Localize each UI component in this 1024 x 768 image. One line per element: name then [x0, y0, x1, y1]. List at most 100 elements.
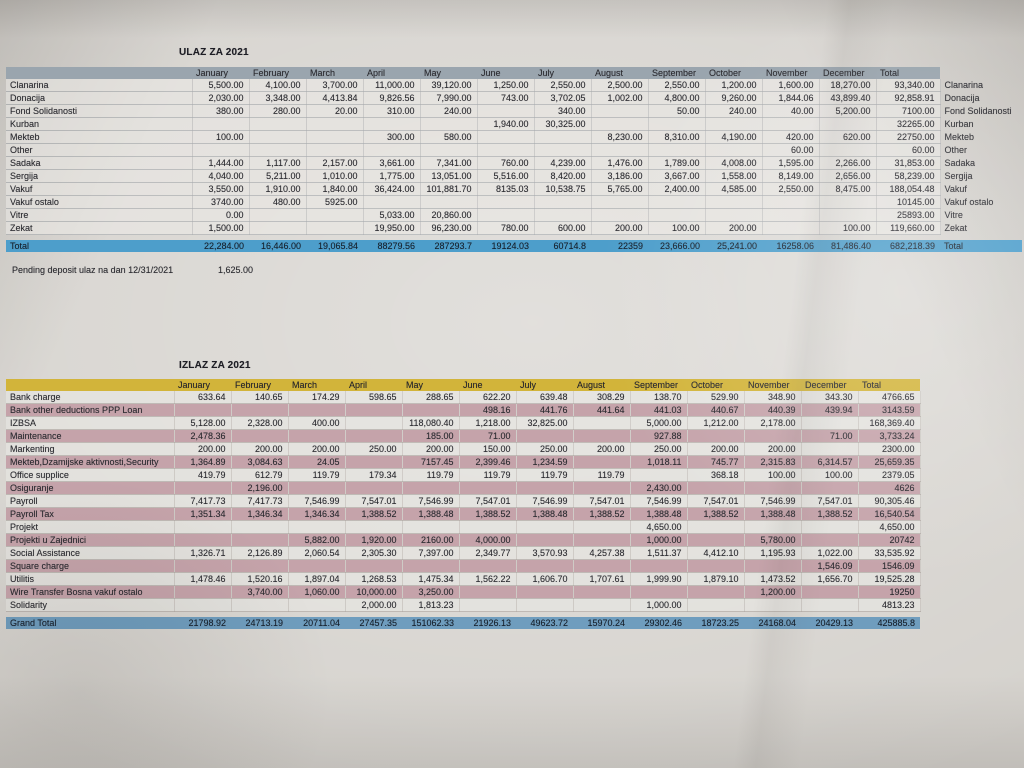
row-label-right: Sergija — [944, 171, 973, 181]
month-value-cell: 3,740.00 — [231, 585, 289, 599]
month-value-cell: 288.65 — [402, 391, 460, 404]
month-value-cell: 1,444.00 — [192, 156, 250, 170]
column-header-month: January — [192, 67, 249, 79]
month-value-cell — [801, 520, 859, 534]
month-value-cell: 1,326.71 — [174, 546, 232, 560]
month-value-cell: 185.00 — [402, 429, 460, 443]
month-value-cell — [402, 403, 460, 417]
row-label: Square charge — [6, 559, 175, 573]
month-value-cell: 1,000.00 — [630, 533, 688, 547]
month-value-cell: 7,547.01 — [687, 494, 745, 508]
month-value-cell: 0.00 — [192, 208, 250, 222]
month-value-cell — [705, 117, 763, 131]
month-value-cell: 7,546.99 — [744, 494, 802, 508]
table-row: Fond Solidanosti 380.00 280.00 20.00 310.00 2… — [6, 104, 1022, 118]
row-label: Bank charge — [6, 391, 175, 404]
column-header-month: April — [345, 379, 402, 391]
month-value-cell: 3,186.00 — [591, 169, 649, 183]
row-label: Bank other deductions PPP Loan — [6, 403, 175, 417]
month-value-cell: 3,084.63 — [231, 455, 289, 469]
row-label: Projekt — [6, 520, 175, 534]
month-value-cell — [288, 429, 346, 443]
month-value-cell — [306, 117, 364, 131]
row-total-cell: 32265.00 — [876, 117, 941, 131]
month-value-cell — [477, 130, 535, 144]
month-value-cell: 100.00 — [801, 468, 859, 482]
month-value-cell — [801, 442, 859, 456]
month-value-cell: 24.05 — [288, 455, 346, 469]
table-row: Vakuf 3,550.00 1,910.00 1,840.00 36,424.00 10… — [6, 182, 1022, 196]
month-value-cell — [402, 559, 460, 573]
table-row: Sergija 4,040.00 5,211.00 1,010.00 1,775.00 1… — [6, 169, 1022, 183]
month-value-cell — [249, 208, 307, 222]
month-value-cell: 1,346.34 — [288, 507, 346, 521]
month-value-cell — [744, 598, 802, 612]
month-value-cell — [801, 598, 859, 612]
month-value-cell — [174, 481, 232, 495]
month-value-cell: 1,476.00 — [591, 156, 649, 170]
totals-month-cell: 27457.35 — [345, 617, 402, 629]
month-value-cell: 200.00 — [174, 442, 232, 456]
month-value-cell: 3,702.05 — [534, 91, 592, 105]
month-value-cell: 780.00 — [477, 221, 535, 235]
month-value-cell — [801, 533, 859, 547]
row-label: Payroll Tax — [6, 507, 175, 521]
month-value-cell — [801, 416, 859, 430]
month-value-cell — [573, 559, 631, 573]
table-row: Vakuf ostalo 3740.00 480.00 5925.00 10145.00… — [6, 195, 1022, 209]
month-value-cell: 3,667.00 — [648, 169, 706, 183]
month-value-cell: 1,500.00 — [192, 221, 250, 235]
row-total-cell: 19250 — [858, 585, 921, 599]
row-label-right: Sadaka — [944, 158, 976, 168]
month-value-cell: 480.00 — [249, 195, 307, 209]
row-total-cell: 10145.00 — [876, 195, 941, 209]
row-label-right: Vakuf — [944, 184, 967, 194]
month-value-cell — [231, 403, 289, 417]
month-value-cell: 2,399.46 — [459, 455, 517, 469]
table-row: Payroll 7,417.73 7,417.73 7,546.99 7,547.01 7… — [6, 494, 921, 508]
month-value-cell — [516, 429, 574, 443]
month-value-cell: 1,000.00 — [630, 598, 688, 612]
month-value-cell: 71.00 — [801, 429, 859, 443]
month-value-cell: 1,060.00 — [288, 585, 346, 599]
month-value-cell: 2,196.00 — [231, 481, 289, 495]
month-value-cell: 7,546.99 — [402, 494, 460, 508]
month-value-cell: 200.00 — [402, 442, 460, 456]
month-value-cell: 2,478.36 — [174, 429, 232, 443]
month-value-cell — [591, 208, 649, 222]
month-value-cell — [288, 559, 346, 573]
month-value-cell: 343.30 — [801, 391, 859, 404]
month-value-cell: 43,899.40 — [819, 91, 877, 105]
month-value-cell: 1,707.61 — [573, 572, 631, 586]
month-value-cell: 40.00 — [762, 104, 820, 118]
ulaz-income-table: January February March April May June July Augu… — [6, 67, 1022, 252]
table-row: Office supplice 419.79 612.79 119.79 179.34 1… — [6, 468, 921, 482]
month-value-cell: 440.39 — [744, 403, 802, 417]
month-value-cell — [249, 221, 307, 235]
month-value-cell: 9,826.56 — [363, 91, 421, 105]
month-value-cell — [801, 585, 859, 599]
month-value-cell: 2,266.00 — [819, 156, 877, 170]
month-value-cell: 7,547.01 — [459, 494, 517, 508]
row-label: Wire Transfer Bosna vakuf ostalo — [6, 585, 175, 599]
header-row: January February March April May June July Augu… — [6, 67, 1022, 79]
month-value-cell: 1,844.06 — [762, 91, 820, 105]
row-total-cell: 3,733.24 — [858, 429, 921, 443]
column-header-month: April — [363, 67, 420, 79]
month-value-cell — [687, 559, 745, 573]
month-value-cell: 580.00 — [420, 130, 478, 144]
month-value-cell — [363, 195, 421, 209]
month-value-cell: 39,120.00 — [420, 79, 478, 92]
month-value-cell — [762, 195, 820, 209]
month-value-cell: 50.00 — [648, 104, 706, 118]
month-value-cell: 200.00 — [288, 442, 346, 456]
totals-row: Grand Total 21798.92 24713.19 20711.04 27457… — [6, 617, 920, 629]
month-value-cell: 2,550.00 — [762, 182, 820, 196]
totals-month-cell: 151062.33 — [402, 617, 459, 629]
month-value-cell: 119.79 — [516, 468, 574, 482]
month-value-cell: 1,010.00 — [306, 169, 364, 183]
month-value-cell — [345, 403, 403, 417]
month-value-cell: 5925.00 — [306, 195, 364, 209]
totals-month-cell: 19124.03 — [477, 240, 534, 252]
row-label: Mekteb — [6, 130, 193, 144]
